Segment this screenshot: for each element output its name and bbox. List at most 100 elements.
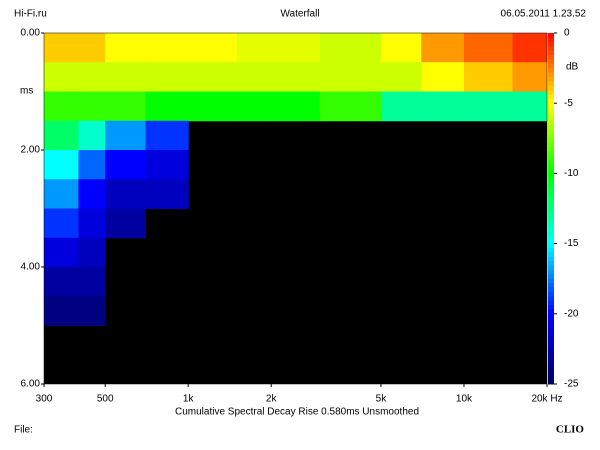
y-tick-label: 2.00: [21, 145, 41, 156]
colorbar-segment: [548, 247, 554, 253]
colorbar-segment: [548, 335, 554, 341]
colorbar-segment: [548, 116, 554, 122]
heat-cell: [44, 150, 79, 180]
colorbar-segment: [548, 326, 554, 332]
colorbar-segment: [548, 190, 554, 196]
heat-cell: [319, 33, 382, 63]
colorbar-segment: [548, 357, 554, 363]
heat-cell: [44, 62, 79, 92]
x-tick-label: 500: [97, 394, 114, 405]
colorbar-segment: [548, 204, 554, 209]
heat-cell: [463, 62, 514, 92]
heat-cell: [188, 33, 238, 63]
heat-cell: [421, 91, 465, 122]
colorbar-segment: [548, 182, 554, 188]
colorbar-segment: [548, 296, 554, 302]
colorbar-segment: [548, 142, 554, 148]
colorbar-segment: [548, 199, 554, 205]
colorbar-segment: [548, 195, 554, 201]
x-tick-label: 20k Hz: [531, 394, 562, 405]
plot-frame: [43, 32, 548, 385]
colorbar-segment: [548, 318, 554, 324]
heat-cell: [271, 62, 321, 92]
colorbar-segment: [548, 138, 554, 144]
heat-cell: [105, 120, 146, 151]
colorbar-segment: [548, 217, 554, 223]
colorbar-segment: [548, 81, 554, 87]
colorbar-segment: [548, 305, 554, 310]
heat-cell: [188, 62, 238, 92]
heat-cell: [105, 179, 146, 209]
heat-cell: [78, 267, 106, 297]
colorbar-segment: [548, 208, 554, 214]
heat-cell: [145, 120, 189, 151]
colorbar-segment: [548, 103, 554, 109]
heat-cell: [145, 33, 189, 63]
heat-cell: [421, 33, 465, 63]
colorbar-segment: [548, 362, 554, 367]
colorbar-segment: [548, 133, 554, 139]
header-right: 06.05.2011 1.23.52: [501, 9, 587, 20]
colorbar-segment: [548, 177, 554, 183]
heat-cell: [271, 91, 321, 122]
colorbar-segment: [548, 186, 554, 192]
heat-cell: [78, 179, 106, 209]
heat-cell: [319, 91, 382, 122]
colorbar-segment: [548, 283, 554, 288]
heat-cell: [236, 33, 272, 63]
colorbar-tick-label: -15: [564, 238, 579, 249]
colorbar-segment: [548, 278, 554, 284]
colorbar-tick-label: -10: [564, 168, 579, 179]
heat-cell: [105, 33, 146, 63]
colorbar-segment: [548, 243, 554, 249]
heat-cell: [105, 208, 146, 239]
colorbar-segment: [548, 72, 554, 78]
heat-cell: [105, 150, 146, 180]
heat-cell: [44, 267, 79, 297]
colorbar-segment: [548, 287, 554, 293]
colorbar-tick-label: 0: [564, 28, 570, 39]
heat-cell: [271, 33, 321, 63]
colorbar-segment: [548, 230, 554, 236]
y-tick-label: 4.00: [21, 262, 41, 273]
heat-cell: [78, 62, 106, 92]
colorbar-segment: [548, 94, 554, 100]
heat-cell: [145, 179, 189, 209]
heat-cell: [44, 237, 79, 268]
heat-cell: [44, 120, 79, 151]
x-tick-label: 2k: [266, 394, 278, 405]
x-tick-label: 300: [36, 394, 53, 405]
colorbar-segment: [548, 107, 554, 113]
colorbar-segment: [548, 50, 554, 56]
colorbar-segment: [548, 151, 554, 157]
colorbar-segment: [548, 366, 554, 372]
colorbar-segment: [548, 265, 554, 271]
colorbar-segment: [548, 76, 554, 82]
colorbar-segment: [548, 54, 554, 60]
colorbar-segment: [548, 252, 554, 258]
heat-cell: [78, 296, 106, 326]
heat-cell: [145, 150, 189, 180]
heat-cell: [319, 62, 382, 92]
heat-cell: [78, 237, 106, 268]
heat-cell: [512, 33, 548, 63]
colorbar-tick-label: -25: [564, 379, 579, 390]
chart-title: Waterfall: [280, 9, 319, 20]
colorbar-segment: [548, 90, 554, 95]
colorbar-segment: [548, 41, 554, 47]
colorbar-segment: [548, 147, 554, 152]
heat-cell: [512, 91, 548, 122]
heat-cell: [463, 91, 514, 122]
heat-cell: [44, 33, 79, 63]
colorbar-segment: [548, 120, 554, 126]
colorbar-segment: [548, 370, 554, 376]
heat-cell: [78, 33, 106, 63]
y-axis-label: ms: [20, 86, 33, 97]
colorbar-segment: [548, 68, 554, 73]
colorbar-segment: [548, 379, 554, 385]
heat-cell: [78, 91, 106, 122]
colorbar-segment: [548, 46, 554, 52]
heat-cell: [380, 62, 422, 92]
subtitle: Cumulative Spectral Decay Rise 0.580ms U…: [175, 407, 419, 418]
heat-cell: [380, 91, 422, 122]
